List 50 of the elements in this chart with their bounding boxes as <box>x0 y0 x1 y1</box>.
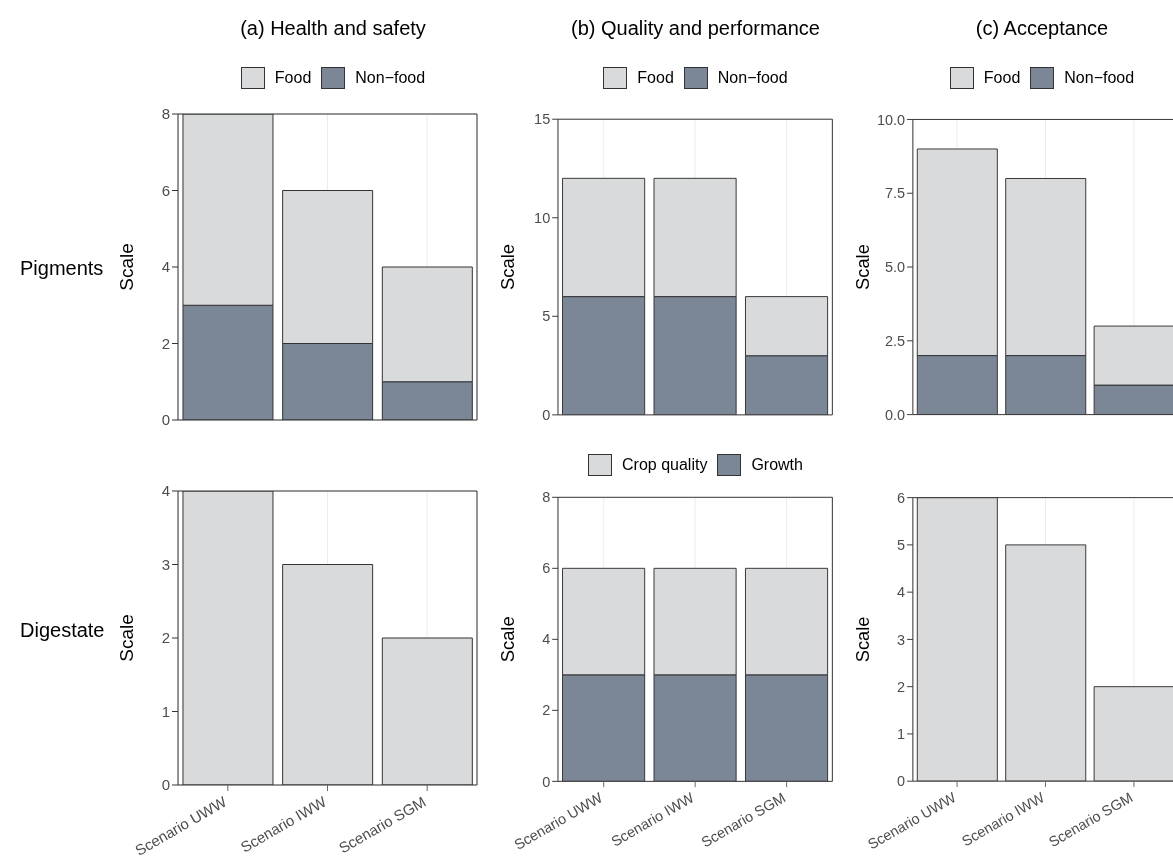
legend-label: Food <box>637 69 674 87</box>
y-axis-title: Scale <box>115 243 137 291</box>
chart-title: (b) Quality and performance <box>570 16 821 41</box>
legend-label: Crop quality <box>622 456 708 474</box>
y-axis-title: Scale <box>115 614 137 662</box>
legend-label: Non−food <box>355 69 426 87</box>
y-tick-label: 4 <box>897 584 906 601</box>
text: Pigments <box>20 256 104 280</box>
chart-title: (a) Health and safety <box>239 16 427 41</box>
y-tick-label: 1 <box>161 702 170 720</box>
y-tick-label: 6 <box>897 489 906 506</box>
y-tick-label: 4 <box>542 631 551 648</box>
y-axis-title: Scale <box>497 244 519 290</box>
y-tick-label: 3 <box>897 631 906 648</box>
y-axis-title: Scale <box>852 616 874 663</box>
y-tick-label: 2.5 <box>885 332 906 349</box>
y-axis-title: Scale <box>852 244 874 290</box>
y-tick-label: 0 <box>897 773 906 790</box>
y-tick-label: 10.0 <box>877 111 906 128</box>
y-tick-label: 0 <box>542 773 551 790</box>
y-tick-label: 6 <box>161 181 170 199</box>
y-tick-label: 8 <box>542 489 551 506</box>
y-tick-label: 8 <box>161 105 170 123</box>
legend-label: Food <box>983 69 1021 87</box>
text: Digestate <box>20 618 105 642</box>
y-tick-label: 4 <box>161 482 170 500</box>
y-tick-label: 2 <box>161 629 170 647</box>
y-tick-label: 0 <box>161 411 170 429</box>
y-tick-label: 10 <box>534 209 551 226</box>
y-tick-label: 2 <box>897 678 906 695</box>
y-tick-label: 5 <box>542 308 551 325</box>
y-tick-label: 7.5 <box>885 185 906 202</box>
y-tick-label: 0 <box>542 407 551 424</box>
legend-label: Food <box>274 69 312 87</box>
y-tick-label: 6 <box>542 560 551 577</box>
y-tick-label: 5 <box>897 537 906 554</box>
y-tick-label: 2 <box>542 702 551 719</box>
y-tick-label: 2 <box>161 334 170 352</box>
legend-label: Non−food <box>717 69 788 87</box>
chart-title: (c) Acceptance <box>974 16 1110 41</box>
legend-label: Growth <box>751 456 803 474</box>
y-tick-label: 0 <box>161 776 170 794</box>
legend-label: Non−food <box>1064 69 1135 87</box>
y-tick-label: 5.0 <box>885 259 906 276</box>
y-tick-label: 15 <box>534 111 551 128</box>
y-tick-label: 3 <box>161 555 170 573</box>
y-tick-label: 1 <box>897 726 906 743</box>
y-tick-label: 0.0 <box>885 406 906 423</box>
y-axis-title: Scale <box>497 616 519 663</box>
y-tick-label: 4 <box>161 258 170 276</box>
